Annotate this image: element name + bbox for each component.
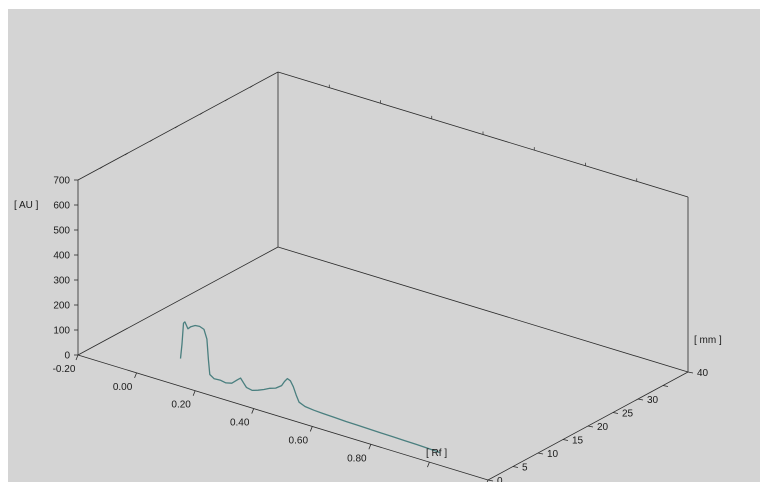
y-tick-label: 100 <box>53 326 70 337</box>
z-tick-label: 40 <box>697 368 709 379</box>
x-tick-mark <box>75 354 79 361</box>
x-tick-mark <box>134 372 137 379</box>
y-tick-label: 700 <box>53 176 70 187</box>
tick-labels: 0100200300400500600700-0.200.000.200.400… <box>53 176 709 490</box>
x-tick-label: 0.40 <box>230 418 250 429</box>
top-left-tick-mark <box>149 139 154 142</box>
x-tick-mark <box>368 444 372 450</box>
top-left-tick-mark <box>224 98 229 102</box>
y-tick-label: 0 <box>64 351 70 362</box>
x-axis-label: [ Rf ] <box>426 448 447 459</box>
x-tick-label: 0.00 <box>113 382 133 393</box>
x-tick-mark <box>309 426 313 432</box>
y-tick-label: 500 <box>53 226 70 237</box>
z-tick-mark <box>562 439 569 441</box>
x-tick-label: 0.60 <box>289 435 309 446</box>
y-tick-label: 300 <box>53 276 70 287</box>
x-tick-label: 0.20 <box>171 400 191 411</box>
edge-floor-front <box>77 354 489 481</box>
z-tick-mark <box>662 385 669 387</box>
z-tick-mark <box>587 425 594 428</box>
z-axis-label: [ mm ] <box>694 335 722 346</box>
z-tick-mark <box>612 412 619 414</box>
z-tick-label: 10 <box>547 449 559 460</box>
z-tick-mark <box>487 479 494 482</box>
top-left-tick-mark <box>249 85 254 88</box>
z-tick-mark <box>537 452 544 455</box>
z-tick-mark <box>512 466 519 468</box>
x-tick-label: 0.80 <box>347 453 367 464</box>
z-tick-label: 25 <box>622 409 634 420</box>
top-left-tick-mark <box>174 125 179 129</box>
chart-3d: 0100200300400500600700-0.200.000.200.400… <box>14 71 722 490</box>
series-line <box>179 321 440 454</box>
z-tick-label: 15 <box>572 436 584 447</box>
series-layer <box>179 321 440 454</box>
tick-marks <box>74 84 694 486</box>
top-left-tick-mark <box>124 152 129 156</box>
z-tick-label: 30 <box>647 395 659 406</box>
x-tick-mark <box>427 461 430 468</box>
z-tick-label: 5 <box>522 463 528 474</box>
y-tick-label: 600 <box>53 201 70 212</box>
top-left-tick-mark <box>99 166 104 169</box>
x-tick-mark <box>251 408 255 414</box>
y-axis-label: [ AU ] <box>14 200 39 211</box>
z-tick-mark <box>637 398 644 401</box>
y-tick-label: 400 <box>53 251 70 262</box>
z-tick-label: 20 <box>597 422 609 433</box>
chart-panel: 0 100 200 300 400 500 600 700 -0.20 0.00 0.20 0.40 0… <box>8 9 760 490</box>
z-tick-mark <box>687 371 694 374</box>
x-tick-label: -0.20 <box>53 364 76 375</box>
z-tick-label: 0 <box>497 476 503 482</box>
x-tick-mark <box>485 479 489 486</box>
x-tick-mark <box>192 390 196 396</box>
y-tick-label: 200 <box>53 301 70 312</box>
axes-box <box>77 71 689 481</box>
edge-floor-left <box>77 246 279 356</box>
edge-floor-back <box>277 246 689 373</box>
top-left-tick-mark <box>199 112 204 115</box>
